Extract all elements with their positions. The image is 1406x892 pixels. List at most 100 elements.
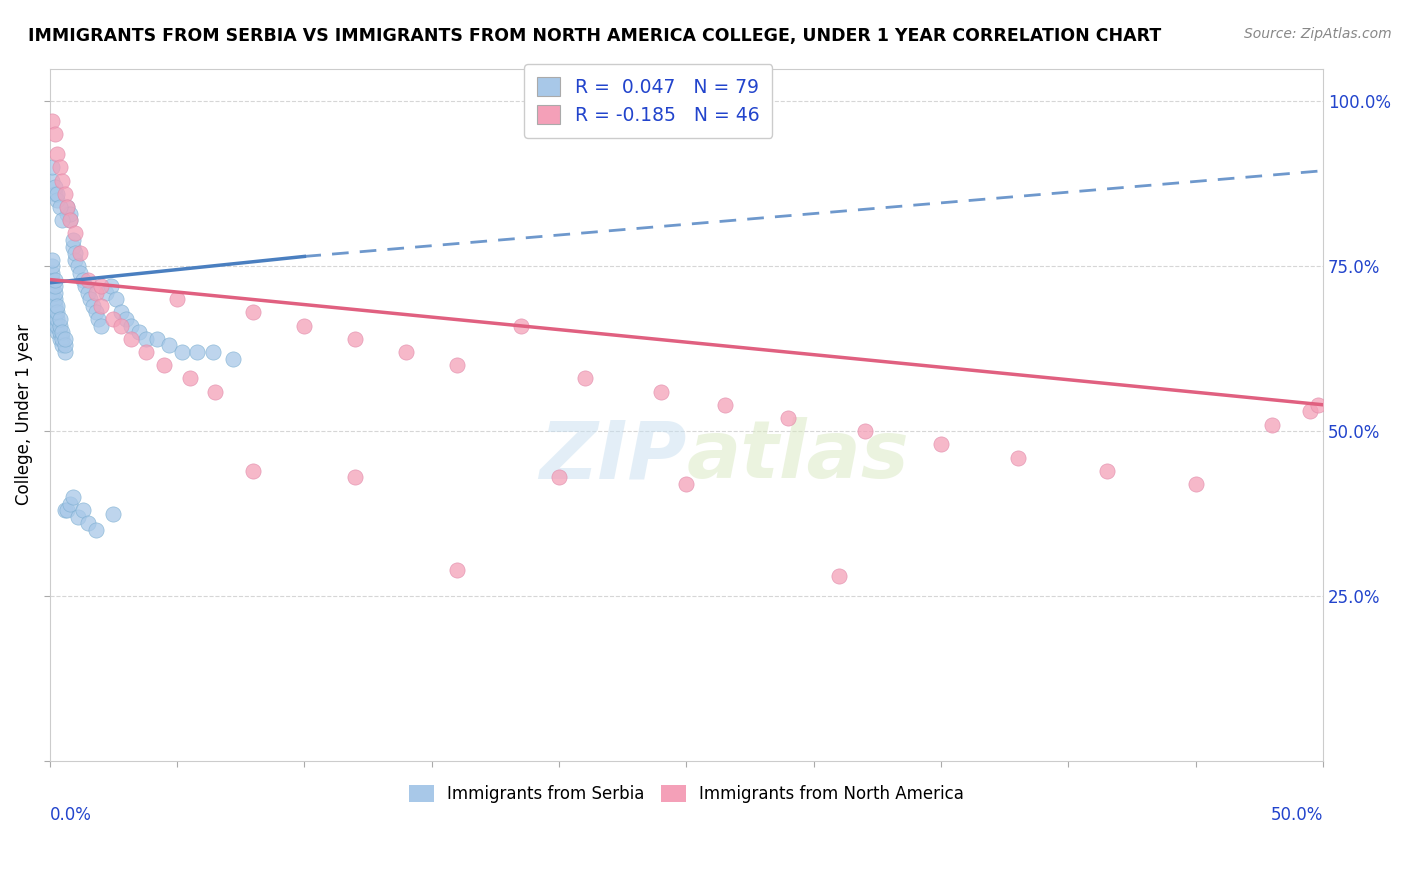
Point (56, 200, 79, 214)
Point (103, 312, 125, 326)
Point (650, 384, 672, 399)
Point (51, 325, 73, 339)
Point (41, 272, 63, 286)
Point (76, 272, 98, 286)
Point (1299, 404, 1322, 418)
Point (110, 318, 132, 333)
Point (56, 200, 79, 214)
Point (41, 260, 63, 274)
Point (44, 299, 66, 313)
Point (44, 279, 66, 293)
Point (1007, 450, 1029, 465)
Point (242, 305, 264, 319)
Point (344, 470, 367, 484)
Text: 0.0%: 0.0% (49, 805, 91, 824)
Point (1184, 476, 1206, 491)
Point (51, 332, 73, 346)
Point (84, 285, 107, 300)
Point (56, 206, 79, 220)
Point (157, 338, 180, 352)
Point (46, 147, 69, 161)
Point (929, 437, 952, 451)
Point (115, 312, 138, 326)
Point (44, 272, 66, 286)
Point (44, 312, 66, 326)
Point (713, 398, 735, 412)
Point (87, 312, 110, 326)
Point (103, 507, 125, 521)
Point (63, 252, 86, 267)
Point (46, 305, 69, 319)
Point (446, 358, 468, 372)
Point (201, 345, 224, 359)
Point (56, 503, 79, 517)
Legend: Immigrants from Serbia, Immigrants from North America: Immigrants from Serbia, Immigrants from … (401, 777, 973, 812)
Point (104, 293, 127, 307)
Point (46, 186, 69, 201)
Point (153, 358, 176, 372)
Point (51, 213, 73, 227)
Point (172, 345, 194, 359)
Point (1306, 398, 1329, 412)
Point (44, 285, 66, 300)
Point (49, 318, 72, 333)
Point (51, 173, 73, 187)
Text: IMMIGRANTS FROM SERBIA VS IMMIGRANTS FROM NORTH AMERICA COLLEGE, UNDER 1 YEAR CO: IMMIGRANTS FROM SERBIA VS IMMIGRANTS FRO… (28, 27, 1161, 45)
Point (84, 305, 107, 319)
Point (49, 312, 72, 326)
Point (41, 279, 63, 293)
Point (49, 200, 72, 214)
Point (76, 285, 98, 300)
Point (179, 371, 201, 385)
Text: atlas: atlas (686, 417, 910, 495)
Point (66, 509, 89, 524)
Point (222, 351, 245, 366)
Point (41, 114, 63, 128)
Point (62, 239, 84, 253)
Point (135, 332, 157, 346)
Point (574, 371, 596, 385)
Point (90, 299, 112, 313)
Point (548, 470, 571, 484)
Point (59, 497, 82, 511)
Point (49, 325, 72, 339)
Point (46, 194, 69, 208)
Point (53, 503, 76, 517)
Point (72, 272, 94, 286)
Point (72, 503, 94, 517)
Point (44, 293, 66, 307)
Point (509, 318, 531, 333)
Point (53, 186, 76, 201)
Point (44, 180, 66, 194)
Text: ZIP: ZIP (538, 417, 686, 495)
Point (79, 293, 101, 307)
Point (395, 345, 418, 359)
Point (446, 563, 468, 577)
Point (675, 476, 697, 491)
Point (41, 285, 63, 300)
Point (128, 325, 150, 339)
Y-axis label: College, Under 1 year: College, Under 1 year (15, 324, 32, 505)
Point (63, 227, 86, 241)
Point (46, 325, 69, 339)
Point (120, 332, 142, 346)
Point (1261, 417, 1284, 432)
Point (853, 424, 876, 438)
Point (82, 299, 104, 313)
Point (135, 345, 157, 359)
Point (186, 345, 208, 359)
Point (94, 285, 117, 300)
Point (76, 516, 98, 531)
Point (41, 161, 63, 175)
Point (166, 293, 188, 307)
Point (53, 338, 76, 352)
Point (59, 213, 82, 227)
Point (44, 186, 66, 201)
Text: 50.0%: 50.0% (1271, 805, 1323, 824)
Text: Source: ZipAtlas.com: Source: ZipAtlas.com (1244, 27, 1392, 41)
Point (66, 260, 89, 274)
Point (90, 318, 112, 333)
Point (62, 233, 84, 247)
Point (63, 246, 86, 260)
Point (53, 332, 76, 346)
